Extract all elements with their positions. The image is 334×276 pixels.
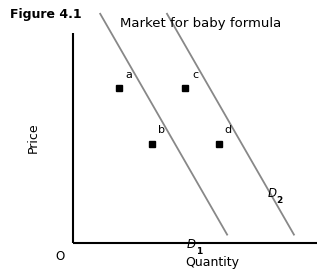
Text: O: O	[55, 250, 65, 263]
Text: a: a	[125, 70, 132, 79]
Text: Market for baby formula: Market for baby formula	[120, 17, 281, 30]
Text: c: c	[192, 70, 198, 79]
Text: Figure 4.1: Figure 4.1	[10, 8, 81, 21]
Text: Quantity: Quantity	[185, 256, 239, 269]
Text: b: b	[158, 125, 165, 135]
Text: d: d	[224, 125, 231, 135]
Text: D: D	[267, 187, 276, 200]
Text: D: D	[187, 238, 196, 251]
Text: Price: Price	[27, 123, 40, 153]
Text: 2: 2	[277, 196, 283, 205]
Text: 1: 1	[196, 247, 203, 256]
